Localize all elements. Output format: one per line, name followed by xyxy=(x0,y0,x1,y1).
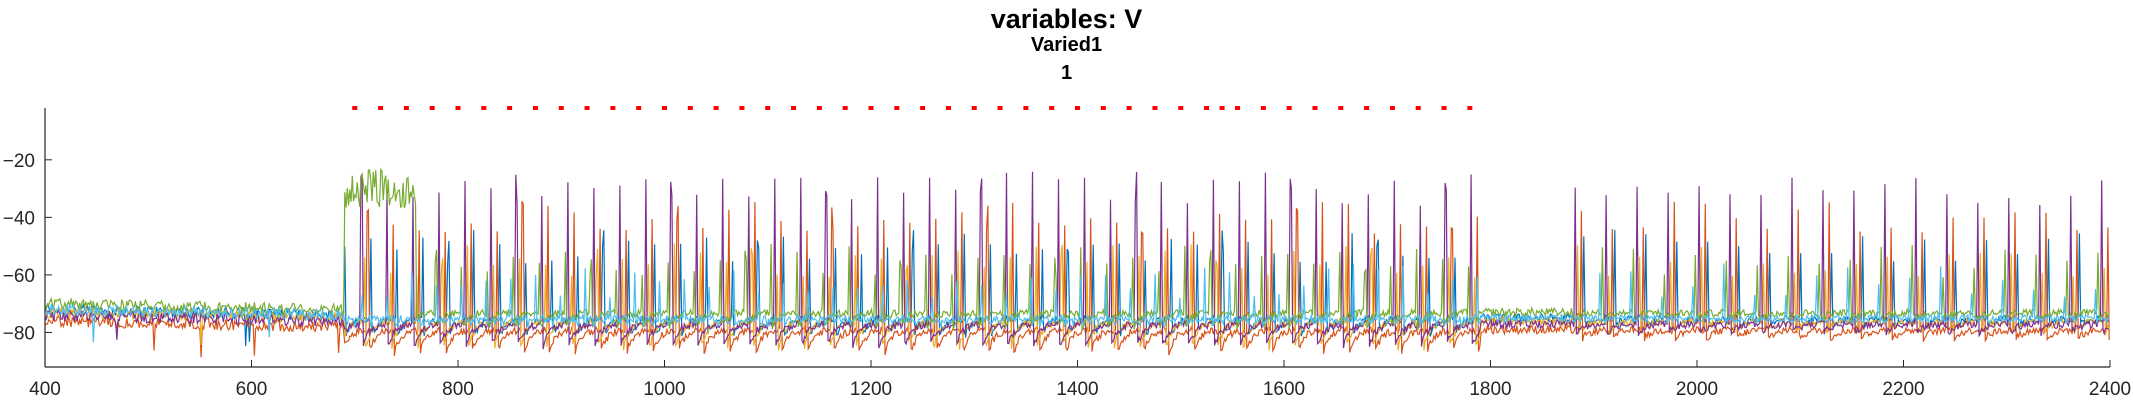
spike-marker xyxy=(971,106,977,110)
x-tick-label: 1600 xyxy=(1263,379,1305,400)
x-tick-label: 2000 xyxy=(1676,379,1718,400)
x-tick-label: 600 xyxy=(236,379,268,400)
spike-marker xyxy=(352,106,358,110)
y-tick-label: −40 xyxy=(3,208,35,229)
spike-marker xyxy=(739,106,745,110)
spike-marker xyxy=(687,106,693,110)
spike-marker xyxy=(1286,106,1292,110)
spike-marker xyxy=(1364,106,1370,110)
spike-marker xyxy=(481,106,487,110)
spike-marker xyxy=(1126,106,1132,110)
spike-marker xyxy=(532,106,538,110)
spike-marker xyxy=(1152,106,1158,110)
x-tick-label: 800 xyxy=(442,379,474,400)
spike-marker xyxy=(1100,106,1106,110)
spike-marker xyxy=(765,106,771,110)
spike-marker xyxy=(584,106,590,110)
series-line-4 xyxy=(44,167,2110,331)
traces-group xyxy=(44,167,2110,358)
spike-marker xyxy=(894,106,900,110)
spike-marker xyxy=(558,106,564,110)
spike-marker xyxy=(1260,106,1266,110)
spike-marker xyxy=(1338,106,1344,110)
spike-marker xyxy=(1049,106,1055,110)
x-tick-label: 1400 xyxy=(1056,379,1098,400)
spike-markers-group xyxy=(352,106,1473,110)
chart-title: variables: V xyxy=(990,4,1143,34)
spike-marker xyxy=(378,106,384,110)
spike-marker xyxy=(403,106,409,110)
x-tick-label: 400 xyxy=(29,379,61,400)
spike-marker xyxy=(945,106,951,110)
spike-marker xyxy=(1415,106,1421,110)
spike-marker xyxy=(1389,106,1395,110)
spike-marker xyxy=(997,106,1003,110)
spike-marker xyxy=(791,106,797,110)
y-tick-label: −80 xyxy=(3,323,35,344)
spike-marker xyxy=(1075,106,1080,110)
spike-marker xyxy=(1312,106,1318,110)
y-tick-label: −60 xyxy=(3,266,35,287)
spike-marker xyxy=(713,106,719,110)
spike-marker xyxy=(455,106,461,110)
series-line-1 xyxy=(44,201,2110,358)
spike-marker xyxy=(1178,106,1184,110)
spike-marker xyxy=(842,106,848,110)
series-line-5 xyxy=(44,263,2110,343)
spike-marker xyxy=(507,106,513,110)
spike-marker xyxy=(610,106,616,110)
spike-marker xyxy=(1467,106,1473,110)
spike-marker xyxy=(1023,106,1029,110)
spike-marker xyxy=(429,106,435,110)
spike-marker xyxy=(1441,106,1447,110)
spike-marker xyxy=(1235,106,1241,110)
spike-marker xyxy=(636,106,642,110)
x-tick-label: 1800 xyxy=(1469,379,1511,400)
x-tick-label: 2200 xyxy=(1882,379,1924,400)
spike-marker xyxy=(816,106,822,110)
x-tick-label: 1000 xyxy=(643,379,685,400)
x-tick-label: 1200 xyxy=(850,379,892,400)
x-tick-label: 2400 xyxy=(2089,379,2131,400)
series-line-3 xyxy=(44,171,2110,350)
chart-subtitle-2: 1 xyxy=(1060,62,1073,84)
y-tick-label: −20 xyxy=(3,151,35,172)
spike-marker xyxy=(1204,106,1210,110)
axes-group: 400 600 800 1000 1200 1400 1600 1800 2000 2200 240… xyxy=(3,108,2131,400)
spike-marker xyxy=(868,106,874,110)
chart-subtitle: Varied1 xyxy=(1030,34,1103,56)
spike-marker xyxy=(662,106,667,110)
spike-marker xyxy=(1219,106,1225,110)
spike-marker xyxy=(920,106,926,110)
